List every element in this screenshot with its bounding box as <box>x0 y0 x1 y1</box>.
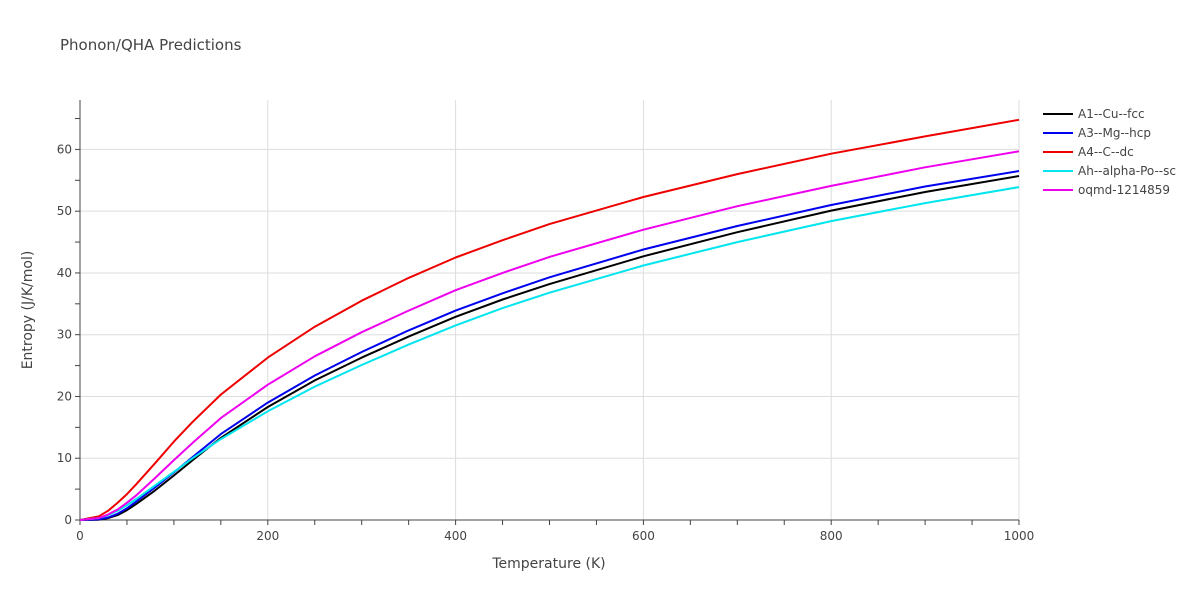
x-tick-label: 800 <box>820 529 843 543</box>
y-axis-title: Entropy (J/K/mol) <box>20 251 36 370</box>
legend: A1--Cu--fcc A3--Mg--hcp A4--C--dc Ah--alpha… <box>1043 107 1176 197</box>
legend-label: Ah--alpha-Po--sc <box>1078 164 1176 178</box>
y-tick-label: 40 <box>57 266 72 280</box>
legend-item-a3-mg-hcp[interactable]: A3--Mg--hcp <box>1043 126 1151 140</box>
series-line-oqmd-1214859 <box>79 150 1020 521</box>
x-tick-label: 400 <box>444 529 467 543</box>
x-tick-label: 600 <box>632 529 655 543</box>
series-line-a3-mg-hcp <box>79 170 1020 521</box>
legend-label: A4--C--dc <box>1078 145 1134 159</box>
y-tick-label: 30 <box>57 328 72 342</box>
x-tick-label: 1000 <box>1004 529 1035 543</box>
plot-area <box>79 118 1020 521</box>
legend-label: oqmd-1214859 <box>1078 183 1170 197</box>
x-axis-title: Temperature (K) <box>491 556 605 572</box>
legend-item-oqmd-1214859[interactable]: oqmd-1214859 <box>1043 183 1170 197</box>
legend-item-a4-c-dc[interactable]: A4--C--dc <box>1043 145 1134 159</box>
axes: 0 200 400 600 800 1000 0 10 20 30 40 50 60 <box>57 100 1035 543</box>
chart-title: Phonon/QHA Predictions <box>60 36 242 54</box>
series-line-ah-alpha-po-sc <box>79 186 1020 521</box>
y-tick-label: 20 <box>57 389 72 403</box>
x-tick-label: 0 <box>76 529 84 543</box>
legend-label: A3--Mg--hcp <box>1078 126 1151 140</box>
y-tick-label: 0 <box>64 513 72 527</box>
series-line-a1-cu-fcc <box>79 175 1020 521</box>
legend-item-a1-cu-fcc[interactable]: A1--Cu--fcc <box>1043 107 1145 121</box>
x-tick-label: 200 <box>256 529 279 543</box>
y-tick-label: 60 <box>57 142 72 156</box>
legend-label: A1--Cu--fcc <box>1078 107 1145 121</box>
series-line-a4-c-dc <box>79 118 1020 521</box>
y-tick-label: 10 <box>57 451 72 465</box>
y-tick-label: 50 <box>57 204 72 218</box>
legend-item-ah-alpha-po-sc[interactable]: Ah--alpha-Po--sc <box>1043 164 1176 178</box>
grid <box>80 100 1020 520</box>
